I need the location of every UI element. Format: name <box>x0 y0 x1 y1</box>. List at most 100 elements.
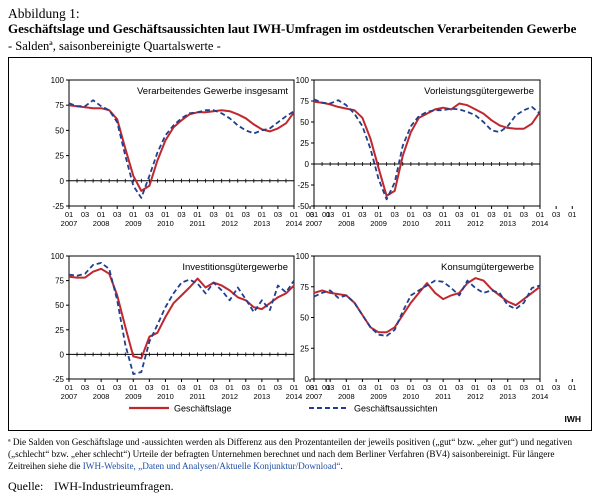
x-tick-label: 01 <box>439 210 447 219</box>
x-tick-label: 01 <box>290 210 298 219</box>
x-year-label: 2009 <box>125 392 142 401</box>
x-tick-label: 01 <box>226 210 234 219</box>
panel-title: Investitionsgütergewerbe <box>182 262 288 273</box>
y-tick-label: 75 <box>55 277 64 286</box>
series-line-geschaeftslage <box>68 104 295 192</box>
x-tick-label: 01 <box>374 210 382 219</box>
x-tick-label: 03 <box>209 210 217 219</box>
x-tick-label: 03 <box>177 383 185 392</box>
panel-title: Konsumgütergewerbe <box>441 262 534 273</box>
series-line-geschaeftsaussichten <box>68 99 295 199</box>
x-tick-label: 03 <box>113 383 121 392</box>
x-tick-label: 01 <box>536 210 544 219</box>
x-tick-label: 03 <box>81 210 89 219</box>
footnote-line-3-suffix: . <box>340 461 343 471</box>
x-year-label: 2008 <box>93 392 110 401</box>
y-tick-label: 75 <box>300 283 309 292</box>
x-tick-label: 01 <box>65 210 73 219</box>
x-tick-label: 01 <box>342 383 350 392</box>
x-tick-label: 01 <box>322 383 330 392</box>
x-year-label: 2010 <box>403 219 420 228</box>
y-tick-label: 100 <box>51 252 65 261</box>
y-tick-label: -25 <box>52 202 64 211</box>
x-year-label: 2010 <box>403 392 420 401</box>
y-tick-label: -50 <box>297 202 309 211</box>
iwh-website-link[interactable]: IWH-Website, „Daten und Analysen/Aktuell… <box>82 461 341 471</box>
x-year-label: 2011 <box>190 219 206 228</box>
x-year-label: 2012 <box>221 219 238 228</box>
x-tick-label: 03 <box>552 210 560 219</box>
x-tick-label: 01 <box>193 383 201 392</box>
x-year-label: 2011 <box>190 392 206 401</box>
y-tick-label: -25 <box>52 375 64 384</box>
x-tick-label: 01 <box>342 210 350 219</box>
figure-label: Abbildung 1: <box>8 6 80 21</box>
y-tick-label: 100 <box>296 76 310 85</box>
x-tick-label: 01 <box>322 210 330 219</box>
y-tick-label: 50 <box>55 126 64 135</box>
x-tick-label: 03 <box>113 210 121 219</box>
x-tick-label: 03 <box>274 383 282 392</box>
y-tick-label: -25 <box>297 181 309 190</box>
series-line-geschaeftslage <box>313 100 541 197</box>
y-tick-label: 25 <box>300 344 309 353</box>
x-year-label: 2013 <box>254 392 271 401</box>
x-tick-label: 01 <box>161 210 169 219</box>
x-tick-label: 01 <box>504 210 512 219</box>
y-tick-label: 0 <box>305 160 310 169</box>
x-tick-label: 03 <box>391 383 399 392</box>
panel-title: Verarbeitendes Gewerbe insgesamt <box>137 86 288 97</box>
x-year-label: 2014 <box>286 392 303 401</box>
x-year-label: 2013 <box>499 219 516 228</box>
y-tick-label: 0 <box>60 177 65 186</box>
x-tick-label: 01 <box>407 210 415 219</box>
figure-box: -25 0 25 50 75 100 01 03 01 03 01 03 01 03 01 03 01 03 01 0… <box>8 57 592 431</box>
x-tick-label: 01 <box>129 383 137 392</box>
x-tick-label: 03 <box>326 383 334 392</box>
x-year-label: 2007 <box>306 392 323 401</box>
x-tick-label: 03 <box>520 210 528 219</box>
series-line-geschaeftsaussichten <box>313 98 541 201</box>
series-line-geschaeftsaussichten <box>313 279 541 337</box>
x-tick-label: 03 <box>81 383 89 392</box>
x-tick-label: 01 <box>504 383 512 392</box>
panel-frame-4 <box>313 255 541 380</box>
x-tick-label: 01 <box>290 383 298 392</box>
x-tick-label: 03 <box>274 210 282 219</box>
x-tick-label: 01 <box>258 383 266 392</box>
x-year-label: 2012 <box>221 392 238 401</box>
y-tick-label: 25 <box>300 139 309 148</box>
x-year-label: 2011 <box>435 392 451 401</box>
x-tick-label: 03 <box>487 383 495 392</box>
x-tick-label: 03 <box>242 210 250 219</box>
series-line-geschaeftslage <box>68 267 295 360</box>
x-year-label: 2014 <box>532 219 549 228</box>
x-tick-label: 03 <box>455 383 463 392</box>
x-tick-label: 03 <box>423 383 431 392</box>
x-year-label: 2014 <box>286 219 303 228</box>
x-tick-label: 03 <box>209 383 217 392</box>
iwh-logo: IWH <box>564 414 581 424</box>
x-tick-label: 01 <box>536 383 544 392</box>
x-year-label: 2008 <box>338 219 355 228</box>
panel-title: Vorleistungsgütergewerbe <box>424 86 534 97</box>
x-tick-label: 03 <box>455 210 463 219</box>
x-year-label: 2009 <box>370 392 387 401</box>
x-tick-label: 03 <box>306 383 314 392</box>
x-tick-label: 01 <box>65 383 73 392</box>
x-year-label: 2008 <box>93 219 110 228</box>
x-tick-label: 03 <box>391 210 399 219</box>
x-tick-label: 01 <box>129 210 137 219</box>
x-tick-label: 03 <box>358 383 366 392</box>
x-tick-label: 01 <box>97 383 105 392</box>
x-tick-label: 01 <box>374 383 382 392</box>
y-tick-label: 25 <box>55 152 64 161</box>
legend-label-geschaeftsaussichten: Geschäftsaussichten <box>354 404 438 414</box>
source-value: IWH-Industrieumfragen. <box>54 479 174 493</box>
x-year-label: 2009 <box>370 219 387 228</box>
footnote-line-2: („schlecht“ bzw. „eher schlecht“) Urteil… <box>8 449 555 459</box>
x-year-label: 2010 <box>157 392 174 401</box>
x-tick-label: 03 <box>423 210 431 219</box>
x-tick-label: 01 <box>310 210 318 219</box>
x-tick-label: 03 <box>326 210 334 219</box>
